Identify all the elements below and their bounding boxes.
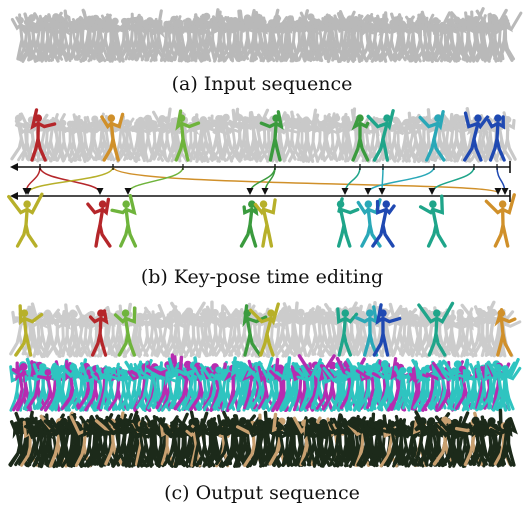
timing-arrow xyxy=(40,167,100,193)
caption-keypose-time-editing: (b) Key-pose time editing xyxy=(0,266,524,288)
caption-input-sequence: (a) Input sequence xyxy=(0,73,524,95)
edited-keypose xyxy=(255,200,275,246)
timing-arrow xyxy=(368,167,434,193)
timelines xyxy=(10,161,510,202)
timing-arrow xyxy=(128,167,183,193)
edited-keypose xyxy=(337,199,358,246)
caption-output-sequence: (c) Output sequence xyxy=(0,482,524,504)
output-strip-dark xyxy=(10,410,515,466)
edited-keypose xyxy=(373,200,394,246)
edited-keypose xyxy=(241,200,256,246)
input-sequence-strip xyxy=(12,9,520,62)
edited-keypose xyxy=(112,196,135,246)
output-strip-cyan-magenta xyxy=(11,355,520,410)
keypose-strip xyxy=(12,109,515,162)
edited-keypose xyxy=(88,199,110,246)
edited-keypose xyxy=(421,196,445,246)
edited-keypose xyxy=(9,194,42,246)
edited-keypose xyxy=(486,195,514,246)
output-strip-keyposes xyxy=(11,302,520,356)
timing-arrow xyxy=(113,167,498,193)
edited-keypose-row xyxy=(9,194,515,246)
timing-arrow xyxy=(432,167,474,193)
